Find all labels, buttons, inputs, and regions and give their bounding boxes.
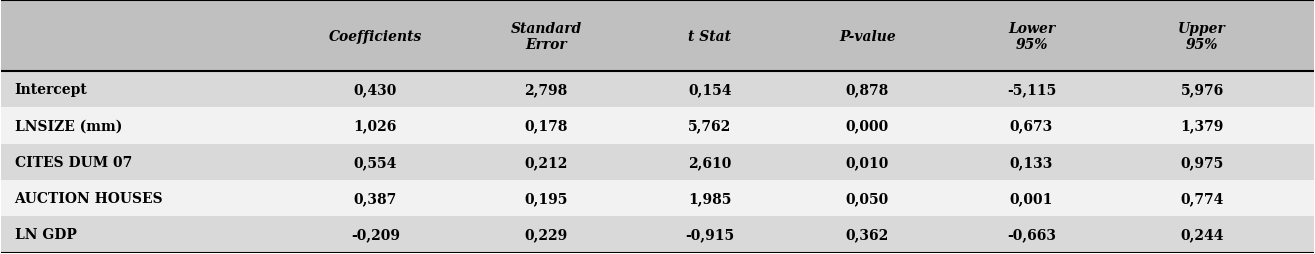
Text: 0,050: 0,050: [846, 191, 889, 205]
Text: P-value: P-value: [839, 29, 896, 43]
Text: 0,878: 0,878: [846, 83, 889, 97]
Bar: [1, 108, 1314, 144]
Text: 0,244: 0,244: [1181, 228, 1224, 242]
Text: LNSIZE (mm): LNSIZE (mm): [14, 119, 122, 133]
Text: 1,985: 1,985: [688, 191, 731, 205]
Text: 0,133: 0,133: [1010, 155, 1053, 169]
Text: Intercept: Intercept: [14, 83, 87, 97]
Bar: [1, 180, 1314, 216]
Text: Coefficients: Coefficients: [329, 29, 422, 43]
Text: -5,115: -5,115: [1007, 83, 1056, 97]
Text: AUCTION HOUSES: AUCTION HOUSES: [14, 191, 163, 205]
Text: 5,762: 5,762: [688, 119, 731, 133]
Text: 0,001: 0,001: [1010, 191, 1053, 205]
Text: 0,387: 0,387: [354, 191, 397, 205]
Text: t Stat: t Stat: [689, 29, 731, 43]
Text: 0,154: 0,154: [688, 83, 731, 97]
Text: -0,209: -0,209: [351, 228, 400, 242]
Text: 0,178: 0,178: [525, 119, 568, 133]
Text: 0,000: 0,000: [846, 119, 889, 133]
Text: 1,026: 1,026: [354, 119, 397, 133]
Bar: [1, 1, 1314, 72]
Bar: [1, 72, 1314, 108]
Text: -0,915: -0,915: [685, 228, 735, 242]
Bar: [1, 216, 1314, 253]
Text: 2,610: 2,610: [688, 155, 731, 169]
Text: 0,195: 0,195: [525, 191, 568, 205]
Text: 0,554: 0,554: [354, 155, 397, 169]
Text: 0,010: 0,010: [846, 155, 889, 169]
Bar: [1, 144, 1314, 180]
Text: CITES DUM 07: CITES DUM 07: [14, 155, 132, 169]
Text: 0,673: 0,673: [1010, 119, 1053, 133]
Text: 0,229: 0,229: [525, 228, 568, 242]
Text: 1,379: 1,379: [1181, 119, 1224, 133]
Text: 0,774: 0,774: [1181, 191, 1224, 205]
Text: 0,975: 0,975: [1181, 155, 1224, 169]
Text: -0,663: -0,663: [1007, 228, 1056, 242]
Text: 5,976: 5,976: [1181, 83, 1224, 97]
Text: 2,798: 2,798: [525, 83, 568, 97]
Text: Upper
95%: Upper 95%: [1178, 22, 1226, 52]
Text: Lower
95%: Lower 95%: [1007, 22, 1055, 52]
Text: Standard
Error: Standard Error: [510, 22, 581, 52]
Text: LN GDP: LN GDP: [14, 228, 76, 242]
Text: 0,430: 0,430: [354, 83, 397, 97]
Text: 0,362: 0,362: [846, 228, 889, 242]
Text: 0,212: 0,212: [525, 155, 568, 169]
